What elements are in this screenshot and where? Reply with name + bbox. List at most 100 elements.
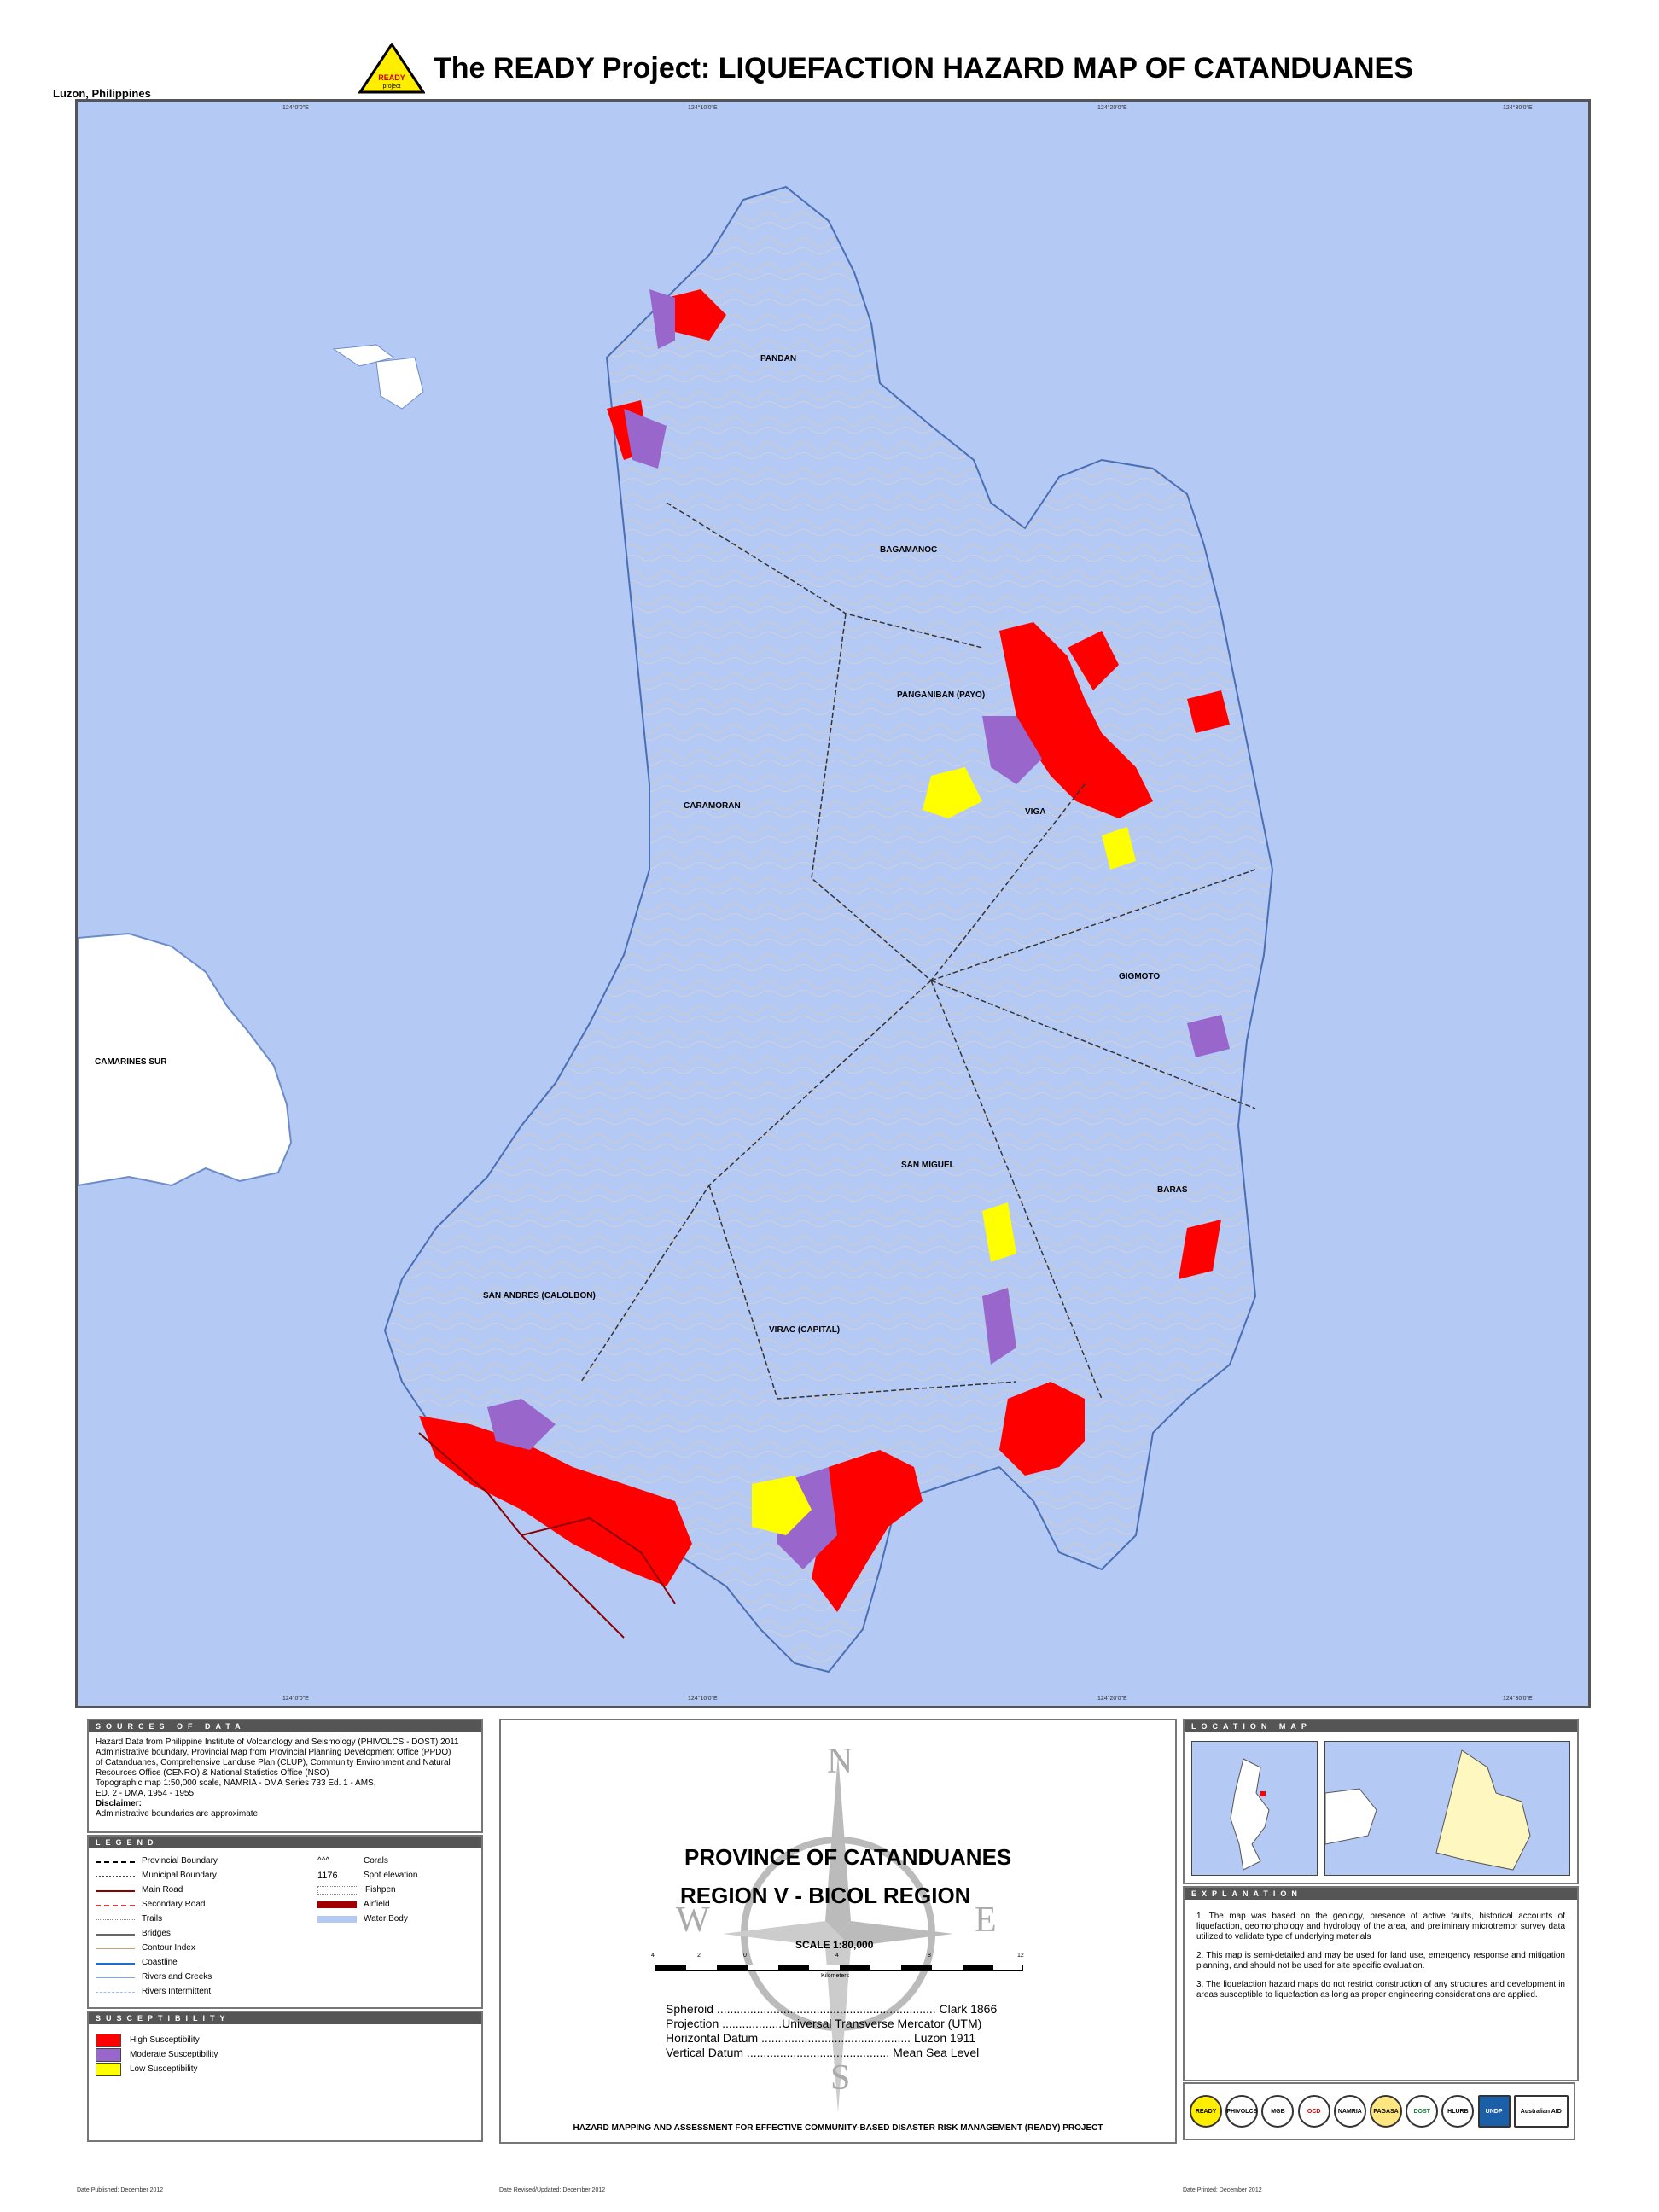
compass-w: W [676, 1901, 710, 1940]
coord-label: 124°10'0"E [688, 105, 718, 111]
palumbanes-island [332, 344, 395, 367]
scale-tick: 4 [835, 1953, 839, 1959]
susceptibility-item: Low Susceptibility [96, 2062, 474, 2076]
high-susceptibility-zone [999, 622, 1153, 818]
coord-label: 124°0'0"E [282, 105, 309, 111]
legend-item: Water Body [317, 1912, 471, 1926]
date-published: Date Published: December 2012 [77, 2187, 164, 2193]
legend-item: Municipal Boundary [96, 1868, 317, 1883]
municipality-label: CARAMORAN [684, 801, 741, 811]
high-susceptibility-zone [667, 289, 726, 341]
municipality-label: VIRAC (CAPITAL) [769, 1325, 841, 1335]
australian-aid-logo-icon: Australian AID [1513, 2095, 1569, 2128]
coord-label: 124°20'0"E [1097, 1696, 1127, 1702]
explanation-item: 2. This map is semi-detailed and may be … [1196, 1951, 1565, 1970]
source-line: of Catanduanes, Comprehensive Landuse Pl… [96, 1758, 451, 1767]
main-road [418, 1432, 625, 1639]
scale-tick: 8 [928, 1953, 931, 1959]
location-map-panel: LOCATION MAP [1183, 1719, 1579, 1884]
explanation-item: 1. The map was based on the geology, pre… [1196, 1912, 1565, 1941]
map-canvas [78, 185, 1274, 1674]
high-susceptibility-zone [1068, 631, 1119, 690]
moderate-susceptibility-zone [487, 1399, 556, 1450]
legend-item: Rivers and Creeks [96, 1970, 317, 1984]
main-road [521, 1516, 676, 1604]
moderate-susceptibility-zone [982, 716, 1042, 784]
legend-item: Trails [96, 1912, 317, 1926]
scale-tick: 12 [1017, 1953, 1024, 1959]
province-title: PROVINCE OF CATANDUANES [684, 1844, 1012, 1870]
undp-logo-icon: UNDP [1477, 2095, 1511, 2128]
date-revised: Date Revised/Updated: December 2012 [499, 2187, 606, 2193]
municipality-label: PANGANIBAN (PAYO) [897, 690, 986, 700]
legend-title: LEGEND [89, 1837, 481, 1848]
coord-label: 124°30'0"E [1503, 105, 1533, 111]
susceptibility-item: High Susceptibility [96, 2033, 474, 2047]
dost-logo-icon: DOST [1406, 2095, 1439, 2128]
explanation-panel: EXPLANATION 1. The map was based on the … [1183, 1886, 1579, 2081]
scale-tick: 0 [743, 1953, 747, 1959]
municipality-label: SAN MIGUEL [901, 1161, 955, 1170]
legend-item: 1176 Spot elevation [317, 1870, 418, 1881]
location-map-title: LOCATION MAP [1185, 1720, 1577, 1732]
palumbanes-island [375, 357, 424, 410]
municipality-label: VIGA [1025, 807, 1046, 817]
legend-item: Bridges [96, 1926, 317, 1941]
date-printed: Date Printed: December 2012 [1183, 2187, 1262, 2193]
page-title: The READY Project: LIQUEFACTION HAZARD M… [434, 51, 1413, 84]
hazard-map[interactable]: 124°0'0"E 124°10'0"E 124°20'0"E 124°30'0… [75, 99, 1591, 1708]
title-panel: N S W E PROVINCE OF CATANDUANES REGION V… [499, 1719, 1177, 2144]
legend-item: Provincial Boundary [96, 1854, 317, 1868]
high-susceptibility-zone [999, 1382, 1085, 1476]
susceptibility-panel: SUSCEPTIBILITY High Susceptibility Moder… [87, 2011, 483, 2142]
sources-title: SOURCES OF DATA [89, 1720, 481, 1732]
philippines-inset [1191, 1741, 1318, 1876]
low-susceptibility-zone [923, 767, 982, 818]
moderate-susceptibility-zone [1187, 1015, 1230, 1057]
camarines-sur-landmass [78, 932, 293, 1187]
legend-item: ^^^ Corals [317, 1855, 388, 1866]
logos-panel: READY PHIVOLCS MGB OCD NAMRIA PAGASA DOS… [1183, 2082, 1575, 2140]
coord-label: 124°20'0"E [1097, 105, 1127, 111]
philippines-inset-map [1230, 1758, 1270, 1871]
catanduanes-island [383, 185, 1274, 1674]
moderate-susceptibility-zone [624, 409, 667, 469]
compass-e: E [975, 1901, 997, 1940]
phivolcs-logo-icon: PHIVOLCS [1225, 2095, 1259, 2128]
region-label: Luzon, Philippines [53, 87, 151, 100]
region-title: REGION V - BICOL REGION [680, 1883, 971, 1908]
legend-item: Secondary Road [96, 1897, 317, 1912]
high-susceptibility-zone [1187, 690, 1230, 733]
map-title: READY project The READY Project: LIQUEFA… [358, 43, 1413, 94]
municipality-label: GIGMOTO [1119, 972, 1161, 981]
legend-item: Airfield [317, 1897, 471, 1912]
vertical-datum-line: Vertical Datum .........................… [666, 2046, 980, 2059]
source-line: Resources Office (CENRO) & National Stat… [96, 1768, 329, 1778]
municipal-boundaries [580, 502, 1256, 1400]
municipality-label: PANDAN [760, 354, 797, 364]
pagasa-logo-icon: PAGASA [1370, 2095, 1403, 2128]
svg-text:READY: READY [378, 73, 405, 82]
explanation-title: EXPLANATION [1185, 1888, 1577, 1900]
catanduanes-inset [1324, 1741, 1570, 1876]
scale-tick: 4 [651, 1953, 655, 1959]
spheroid-line: Spheroid ...............................… [666, 2002, 998, 2016]
project-footer: HAZARD MAPPING AND ASSESSMENT FOR EFFECT… [573, 2123, 1103, 2133]
legend-panel: LEGEND Provincial Boundary Municipal Bou… [87, 1835, 483, 2009]
low-susceptibility-zone [752, 1476, 812, 1535]
compass-rose-icon [723, 1755, 953, 2113]
sources-panel: SOURCES OF DATA Hazard Data from Philipp… [87, 1719, 483, 1833]
ready-logo-icon: READY [1190, 2095, 1223, 2128]
namria-logo-icon: NAMRIA [1333, 2095, 1366, 2128]
hlurb-logo-icon: HLURB [1441, 2095, 1475, 2128]
high-susceptibility-zone [419, 1416, 692, 1586]
legend-item: Fishpen [317, 1883, 471, 1897]
compass-s: S [830, 2058, 851, 2098]
scale-tick: 2 [697, 1953, 701, 1959]
moderate-susceptibility-zone [649, 289, 675, 349]
municipality-label: BAGAMANOC [880, 545, 938, 555]
source-line: Hazard Data from Philippine Institute of… [96, 1738, 459, 1747]
neighbor-label: CAMARINES SUR [95, 1057, 167, 1067]
susceptibility-title: SUSCEPTIBILITY [89, 2012, 481, 2024]
horizontal-datum-line: Horizontal Datum .......................… [666, 2031, 976, 2045]
